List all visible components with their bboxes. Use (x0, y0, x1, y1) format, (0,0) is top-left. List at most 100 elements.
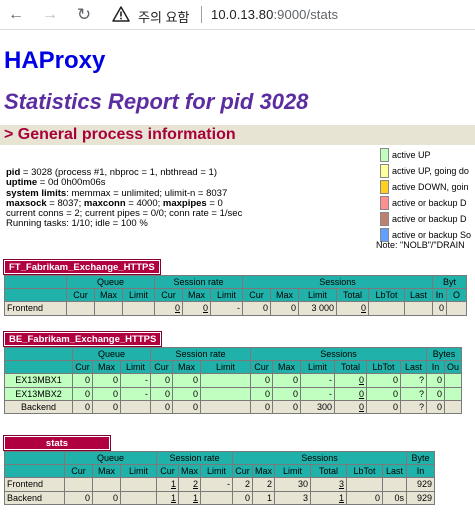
row-name: Frontend (4, 301, 67, 316)
header-lbtot: LbTot (368, 288, 405, 303)
proxy-name-ft[interactable]: FT_Fabrikam_Exchange_HTTPS (4, 260, 160, 274)
cell-queue-max: 0 (92, 386, 121, 401)
cell-sess-total[interactable]: 0 (334, 399, 367, 414)
proxy-table-be: Queue Session rate Sessions Bytes Cur Ma… (4, 346, 463, 414)
header-cur: Cur (150, 360, 173, 375)
cell-rate-max: 0 (172, 386, 201, 401)
cell-sess-total[interactable]: 0 (334, 386, 367, 401)
cell-rate-cur[interactable]: 1 (156, 490, 179, 505)
cell-rate-max[interactable]: 0 (182, 301, 211, 316)
header-last: Last (404, 288, 433, 303)
cell-sess-total[interactable]: 3 (310, 477, 348, 492)
cell-sess-cur: 0 (242, 301, 271, 316)
cell-queue-limit (120, 399, 151, 414)
cell-sess-cur: 2 (232, 477, 254, 492)
header-in: In (406, 464, 436, 479)
cell-queue-max (94, 301, 123, 316)
header-lbtot: LbTot (366, 360, 401, 375)
header-sessions: Sessions (232, 450, 408, 466)
header-cur: Cur (154, 288, 183, 303)
legend-swatch (380, 228, 389, 242)
cell-bytes-in: 0 (432, 301, 447, 316)
cell-bytes-in: 0 (426, 399, 445, 414)
cell-sess-last: ? (400, 399, 427, 414)
header-cur: Cur (64, 464, 93, 479)
reload-icon[interactable]: ↻ (76, 5, 92, 24)
proxy-table-ft: Queue Session rate Sessions Byt Cur Max … (4, 274, 467, 316)
header-session-rate: Session rate (155, 450, 234, 466)
cell-sess-last (404, 301, 433, 316)
header-max: Max (270, 288, 299, 303)
cell-sess-lbtot: 0 (366, 373, 401, 388)
row-name[interactable]: EX13MBX1 (4, 373, 73, 388)
table-row: EX13MBX2 0 0 - 0 0 0 0 - 0 0 ? 0 (4, 386, 463, 401)
header-lbtot: LbTot (346, 464, 384, 479)
security-warning-label[interactable]: 주의 요함 (138, 10, 190, 25)
cell-queue-cur: 0 (64, 490, 93, 505)
back-arrow-icon[interactable]: ← (8, 6, 24, 23)
forward-arrow-icon[interactable]: → (42, 6, 58, 23)
cell-rate-max[interactable]: 2 (177, 477, 202, 492)
cell-rate-limit (200, 490, 234, 505)
legend-swatch (380, 212, 389, 226)
cell-queue-cur (66, 301, 95, 316)
header-max: Max (172, 360, 201, 375)
header-limit: Limit (274, 464, 312, 479)
legend-label: active or backup So (392, 230, 472, 240)
cell-sess-limit: 3 000 (298, 301, 337, 316)
cell-sess-limit: 300 (300, 399, 335, 414)
cell-sess-lbtot: 0 (346, 490, 384, 505)
row-name[interactable]: EX13MBX2 (4, 386, 73, 401)
header-out: O (446, 288, 467, 303)
cell-queue-max: 0 (92, 373, 121, 388)
cell-queue-cur (64, 477, 93, 492)
cell-sess-limit: 3 (274, 490, 312, 505)
cell-sess-limit: - (300, 386, 335, 401)
cell-rate-cur: 0 (150, 373, 173, 388)
cell-rate-max[interactable]: 1 (177, 490, 202, 505)
header-cur: Cur (242, 288, 271, 303)
cell-rate-limit (200, 373, 251, 388)
header-spacer (4, 360, 73, 375)
cell-queue-limit (122, 301, 155, 316)
header-spacer (4, 464, 65, 479)
cell-sess-cur: 0 (250, 373, 273, 388)
legend-item: active DOWN, goin (380, 179, 475, 195)
row-name: Backend (4, 490, 65, 505)
proxy-name-stats[interactable]: stats (4, 436, 110, 450)
table-row: Backend 0 0 0 0 0 0 300 0 0 ? 0 (4, 399, 463, 414)
header-queue: Queue (64, 450, 157, 466)
header-bytes: Bytes (425, 346, 463, 362)
header-limit: Limit (298, 288, 337, 303)
cell-rate-cur: 0 (150, 399, 173, 414)
cell-queue-limit (120, 477, 157, 492)
proxy-ft: FT_Fabrikam_Exchange_HTTPS Queue Session… (4, 257, 475, 316)
cell-sess-max: 0 (272, 373, 301, 388)
section-title[interactable]: > General process information (4, 126, 236, 143)
cell-rate-cur[interactable]: 1 (156, 477, 179, 492)
header-total: Total (336, 288, 369, 303)
cell-sess-total[interactable]: 1 (310, 490, 348, 505)
cell-sess-limit: 30 (274, 477, 312, 492)
legend-item: active or backup D (380, 195, 475, 211)
cell-bytes-out (443, 373, 463, 388)
info-line-maxsock: maxsock = 8037; maxconn = 4000; maxpipes… (6, 197, 223, 209)
cell-rate-max: 0 (172, 373, 201, 388)
info-line-system-limits: system limits: memmax = unlimited; ulimi… (6, 187, 228, 199)
cell-sess-total[interactable]: 0 (334, 373, 367, 388)
info-line-conns: current conns = 2; current pipes = 0/0; … (6, 208, 243, 220)
address-bar[interactable]: 10.0.13.80:9000/stats (211, 7, 338, 22)
header-last: Last (382, 464, 408, 479)
header-total: Total (310, 464, 348, 479)
proxy-name-be[interactable]: BE_Fabrikam_Exchange_HTTPS (4, 332, 162, 346)
legend-label: active or backup D (392, 214, 467, 224)
warning-icon[interactable] (112, 5, 130, 23)
url-separator (201, 6, 202, 23)
cell-sess-last: ? (400, 386, 427, 401)
cell-sess-total[interactable]: 0 (336, 301, 369, 316)
info-line-tasks: Running tasks: 1/10; idle = 100 % (6, 218, 148, 230)
cell-rate-cur[interactable]: 0 (154, 301, 183, 316)
cell-bytes-in: 929 (406, 477, 436, 492)
header-spacer (4, 288, 67, 303)
legend-item: active UP, going do (380, 163, 475, 179)
